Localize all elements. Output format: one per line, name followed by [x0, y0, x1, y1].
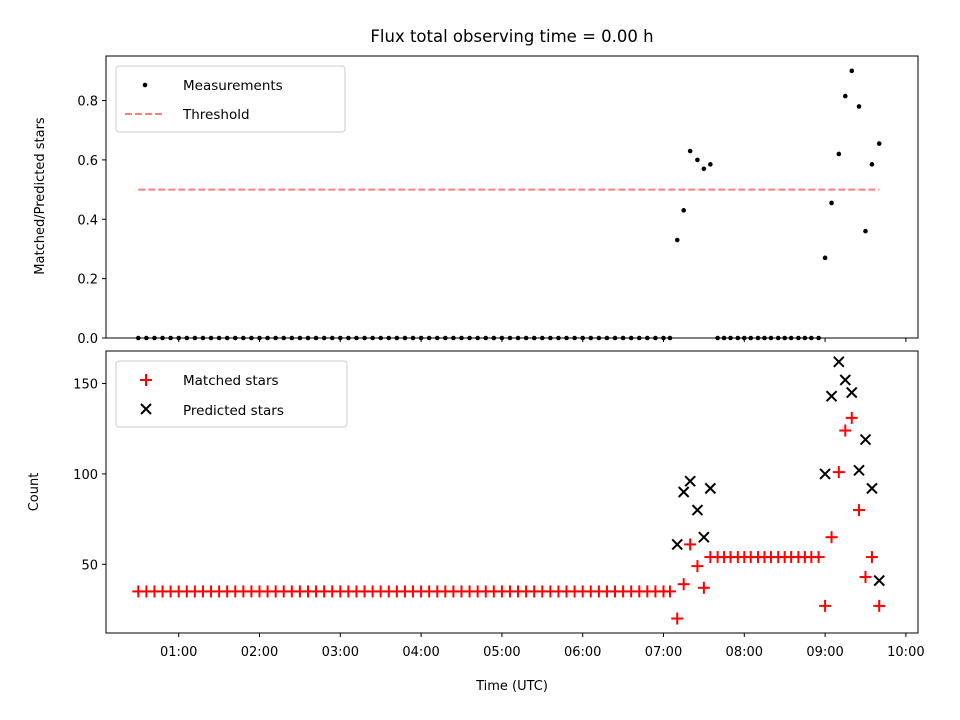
top-y-tick-label: 0.6: [77, 154, 98, 169]
matched-star-point: [819, 599, 832, 612]
predicted-star-point: [704, 482, 717, 495]
predicted-star-point: [691, 504, 704, 516]
legend-measurements-label: Measurements: [183, 78, 283, 94]
bottom-legend: Matched stars Predicted stars: [115, 360, 348, 428]
matched-star-point: [825, 531, 838, 544]
matched-star-point: [859, 570, 872, 583]
predicted-star-point: [839, 374, 851, 386]
top-y-axis-label: Matched/Predicted stars: [33, 117, 48, 275]
matched-star-point: [839, 424, 852, 437]
bottom-x-ticks: 01:00 02:00 03:00 04:00 05:00 06:00 07:00 08:00…: [160, 633, 925, 660]
x-tick-label: 09:00: [806, 645, 843, 660]
x-tick-label: 08:00: [726, 645, 763, 660]
measurement-point: [674, 237, 680, 243]
predicted-star-point: [846, 386, 858, 399]
measurement-point: [708, 162, 713, 167]
legend-predicted-marker: [140, 403, 152, 415]
x-tick-label: 07:00: [645, 645, 682, 660]
legend-threshold-label: Threshold: [182, 107, 250, 123]
predicted-star-point: [873, 574, 885, 587]
measurement-point: [687, 148, 693, 154]
x-tick-label: 02:00: [241, 645, 278, 660]
measurement-point: [681, 208, 686, 213]
measurement-point: [822, 255, 828, 261]
bottom-legend-box: [115, 360, 348, 428]
legend-predicted-label: Predicted stars: [183, 403, 284, 419]
predicted-star-point: [819, 468, 831, 480]
predicted-star-point: [833, 356, 845, 368]
bottom-axes-frame: [105, 350, 919, 634]
measurement-point: [863, 228, 868, 234]
matched-star-point: [671, 612, 684, 625]
measurement-point: [849, 68, 855, 74]
matched-star-point: [663, 585, 676, 598]
predicted-star-point: [853, 464, 865, 477]
x-axis-label: Time (UTC): [475, 679, 548, 694]
legend-matched-label: Matched stars: [183, 373, 279, 389]
matched-star-point: [865, 551, 878, 564]
matched-star-point: [873, 599, 886, 612]
matched-star-point: [845, 411, 858, 424]
top-legend: Measurements Threshold: [115, 65, 346, 133]
matched-star-point: [812, 551, 825, 564]
x-tick-label: 01:00: [160, 645, 197, 660]
x-tick-label: 05:00: [483, 645, 520, 660]
bottom-plot-area: [132, 356, 886, 625]
predicted-star-point: [866, 482, 878, 495]
bottom-y-tick-label: 150: [73, 378, 98, 393]
x-tick-label: 10:00: [887, 645, 924, 660]
predicted-star-point: [684, 475, 696, 487]
top-y-ticks: 0.0 0.2 0.4 0.6 0.8: [77, 95, 106, 347]
measurement-point: [695, 157, 700, 163]
top-axes-frame: [105, 55, 919, 339]
top-y-tick-label: 0.2: [77, 273, 98, 288]
measurement-point: [701, 166, 707, 172]
matched-star-point: [691, 560, 704, 573]
matched-star-point: [697, 581, 710, 594]
x-tick-label: 04:00: [402, 645, 439, 660]
top-y-tick-label: 0.0: [77, 332, 98, 347]
predicted-star-point: [825, 390, 838, 402]
top-y-tick-label: 0.8: [77, 95, 98, 110]
matched-star-point: [677, 578, 690, 591]
bottom-y-ticks: 50 100 150: [73, 378, 106, 573]
measurement-point: [829, 200, 834, 206]
measurement-point: [876, 141, 882, 146]
bottom-y-tick-label: 100: [73, 468, 98, 483]
matched-star-point: [832, 466, 845, 479]
bottom-y-tick-label: 50: [81, 558, 98, 573]
bottom-y-axis-label: Count: [27, 473, 42, 512]
top-legend-box: [115, 65, 346, 133]
predicted-star-point: [677, 486, 690, 498]
predicted-star-point: [698, 531, 710, 543]
x-tick-label: 06:00: [564, 645, 601, 660]
measurement-point: [869, 162, 875, 167]
x-tick-label: 03:00: [322, 645, 359, 660]
matched-star-point: [853, 504, 866, 517]
bottom-panel: Count 50 100 150 01:00 02:00 03:00 04:00 05:00…: [27, 350, 925, 694]
predicted-star-point: [671, 538, 683, 551]
top-panel: Matched/Predicted stars 0.00.20.40.60.8 …: [33, 55, 919, 347]
matched-star-point: [684, 538, 697, 551]
top-y-tick-label: 0.4: [77, 213, 98, 228]
measurement-point: [856, 104, 862, 109]
legend-matched-marker: [140, 374, 152, 386]
measurement-point: [842, 93, 848, 99]
predicted-star-point: [859, 433, 872, 446]
measurement-point: [836, 151, 842, 157]
legend-measurements-marker: [142, 82, 148, 88]
chart-title: Flux total observing time = 0.00 h: [370, 27, 653, 46]
